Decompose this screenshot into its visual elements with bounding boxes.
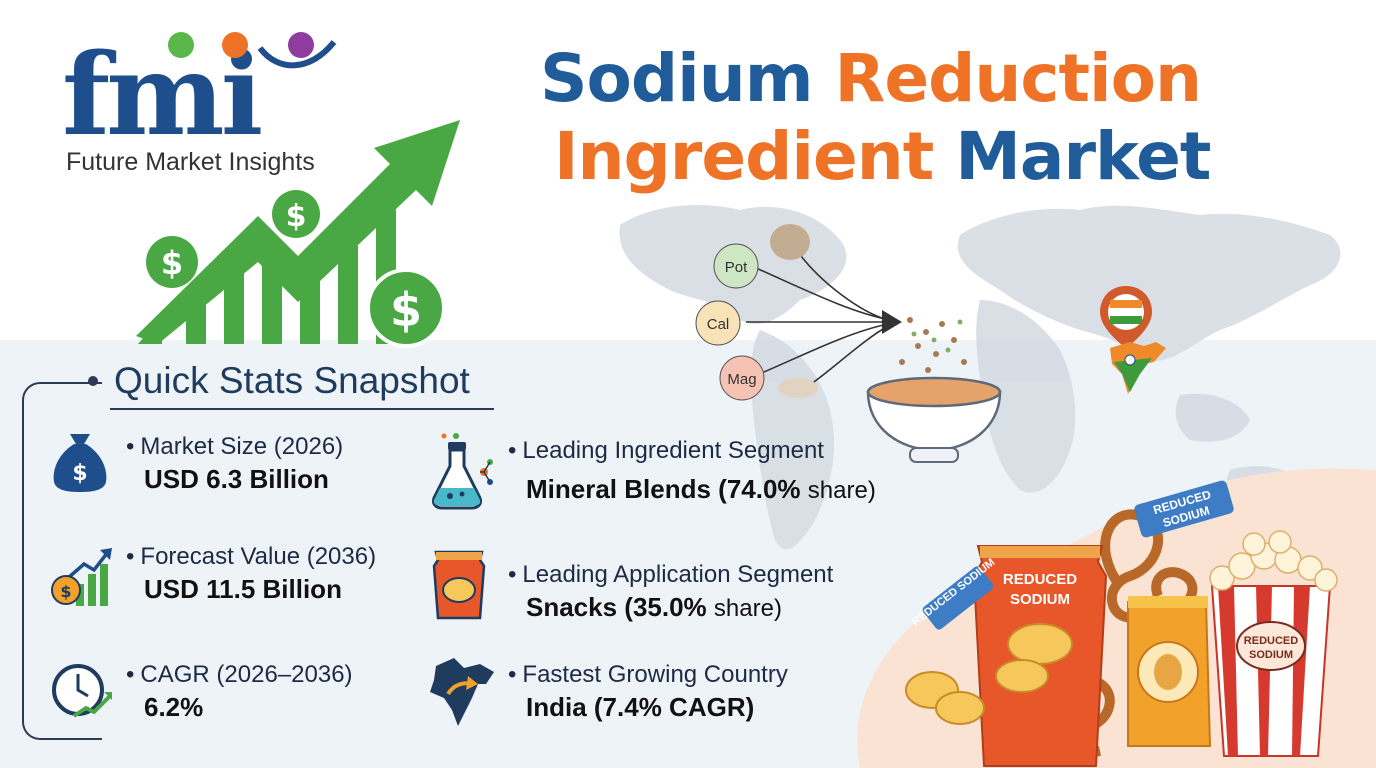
- title-word-reduction: Reduction: [834, 40, 1202, 117]
- svg-text:$: $: [390, 283, 422, 337]
- svg-text:REDUCED: REDUCED: [1244, 635, 1298, 647]
- ingredient-illustration: Pot Cal Mag: [695, 224, 1002, 463]
- ingredient-pot: Pot: [725, 259, 748, 276]
- stat-leading-ingredient-label: Leading Ingredient Segment: [508, 436, 876, 466]
- snack-bag-icon: [432, 550, 486, 620]
- logo-dot-orange: [222, 32, 248, 58]
- stat-cagr-label: CAGR (2026–2036): [126, 660, 352, 690]
- dollar-coin-icon: $ $ $: [146, 190, 446, 348]
- stat-fastest-country-label: Fastest Growing Country: [508, 660, 787, 690]
- logo-letters: fmi: [62, 30, 263, 161]
- svg-text:SODIUM: SODIUM: [1010, 591, 1070, 608]
- stat-leading-application-label: Leading Application Segment: [508, 560, 833, 590]
- stat-forecast-value-value: USD 11.5 Billion: [144, 574, 342, 604]
- stat-fastest-country: Fastest Growing Country India (7.4% CAGR…: [508, 660, 787, 724]
- money-bag-icon: $: [53, 434, 107, 492]
- page-title: Sodium Reduction Ingredient Market: [540, 40, 1340, 196]
- ingredient-mag: Mag: [727, 371, 756, 388]
- fmi-logo: fmi Future Market Insights: [62, 28, 362, 178]
- svg-text:$: $: [161, 244, 183, 282]
- stat-market-size: Market Size (2026) USD 6.3 Billion: [126, 432, 343, 496]
- title-word-ingredient: Ingredient: [554, 118, 934, 195]
- brand-name: Future Market Insights: [66, 148, 315, 176]
- stats-title: Quick Stats Snapshot: [114, 360, 470, 401]
- india-pin-icon: [1100, 286, 1166, 394]
- stats-frame: [22, 382, 102, 740]
- india-map-icon: [430, 658, 494, 726]
- logo-dot-purple: [288, 32, 314, 58]
- growth-chart-icon: $: [51, 548, 112, 606]
- growth-arrow-icon: $ $ $: [136, 120, 460, 348]
- logo-swoosh-icon: [258, 40, 337, 69]
- stat-market-size-label: Market Size (2026): [126, 432, 343, 462]
- svg-text:REDUCED: REDUCED: [1003, 571, 1077, 588]
- title-word-market: Market: [955, 118, 1211, 195]
- stat-leading-application-main: Snacks (35.0%: [526, 592, 707, 622]
- svg-text:SODIUM: SODIUM: [1249, 649, 1293, 661]
- logo-dot-green: [168, 32, 194, 58]
- stat-leading-ingredient: Leading Ingredient Segment Mineral Blend…: [508, 436, 876, 508]
- stat-leading-application-value: Snacks (35.0% share): [508, 590, 833, 626]
- stat-leading-ingredient-suffix: share): [807, 477, 876, 504]
- snacks-illustration: REDUCED SODIUM REDUCED SODIUM REDUCED SO…: [905, 480, 1338, 767]
- svg-text:$: $: [286, 199, 307, 234]
- stat-leading-application-suffix: share): [713, 595, 782, 622]
- title-word-sodium: Sodium: [540, 40, 814, 117]
- stat-market-size-value: USD 6.3 Billion: [144, 464, 329, 494]
- stat-forecast-value-label: Forecast Value (2036): [126, 542, 376, 572]
- stat-cagr: CAGR (2026–2036) 6.2%: [126, 660, 352, 724]
- svg-text:$: $: [60, 582, 71, 601]
- clock-growth-icon: [52, 664, 112, 718]
- svg-text:$: $: [72, 461, 87, 486]
- stats-title-bullet: [88, 376, 98, 386]
- ingredient-cal: Cal: [707, 316, 730, 333]
- stat-cagr-value: 6.2%: [144, 692, 204, 722]
- chips-bag-icon: REDUCED SODIUM: [972, 545, 1108, 767]
- soup-bowl-icon: [866, 376, 1002, 463]
- stat-leading-ingredient-value: Mineral Blends (74.0% share): [508, 472, 876, 508]
- stat-forecast-value: Forecast Value (2036) USD 11.5 Billion: [126, 542, 376, 606]
- popcorn-box-icon: REDUCED SODIUM: [1209, 530, 1338, 757]
- stats-title-underline: [110, 408, 494, 410]
- flask-icon: [432, 433, 493, 510]
- stat-leading-application: Leading Application Segment Snacks (35.0…: [508, 560, 833, 626]
- stat-fastest-country-value: India (7.4% CAGR): [526, 692, 755, 722]
- stat-leading-ingredient-main: Mineral Blends (74.0%: [526, 474, 801, 504]
